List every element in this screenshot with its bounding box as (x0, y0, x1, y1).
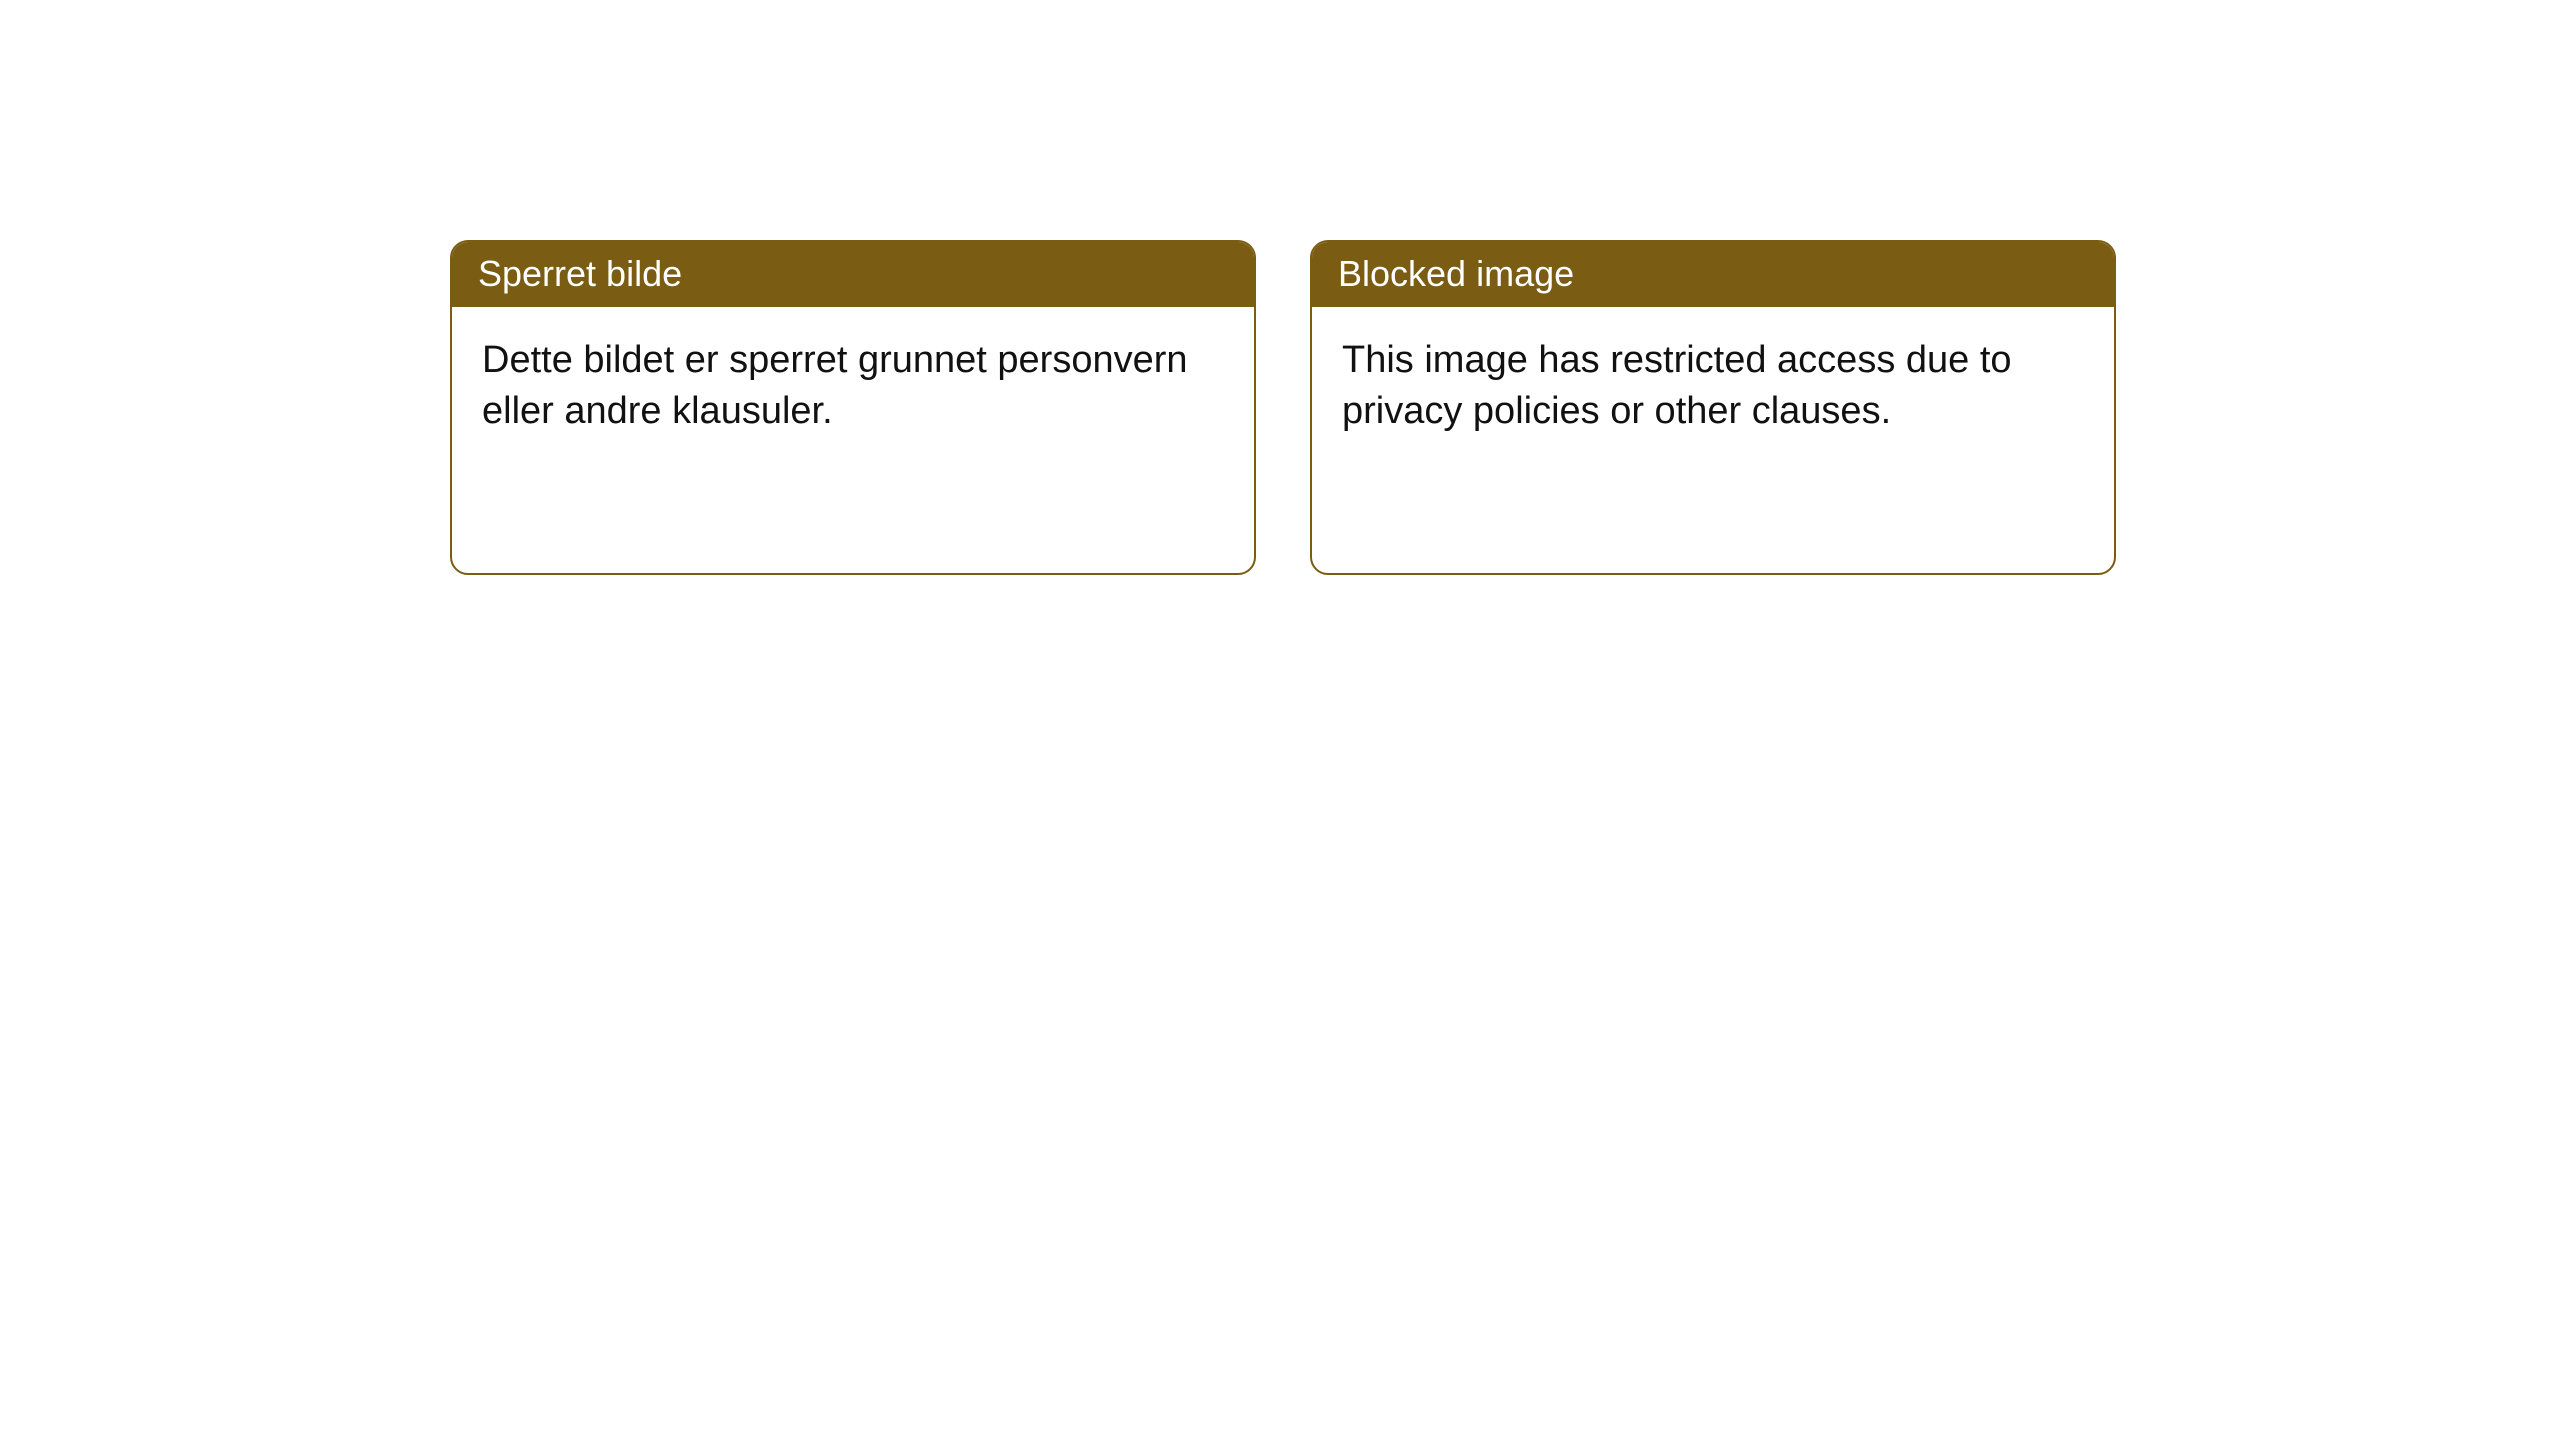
notice-header: Sperret bilde (452, 242, 1254, 307)
notice-header: Blocked image (1312, 242, 2114, 307)
notice-body: Dette bildet er sperret grunnet personve… (452, 307, 1254, 468)
notice-container: Sperret bilde Dette bildet er sperret gr… (450, 240, 2116, 575)
notice-card-english: Blocked image This image has restricted … (1310, 240, 2116, 575)
notice-body: This image has restricted access due to … (1312, 307, 2114, 468)
notice-card-norwegian: Sperret bilde Dette bildet er sperret gr… (450, 240, 1256, 575)
